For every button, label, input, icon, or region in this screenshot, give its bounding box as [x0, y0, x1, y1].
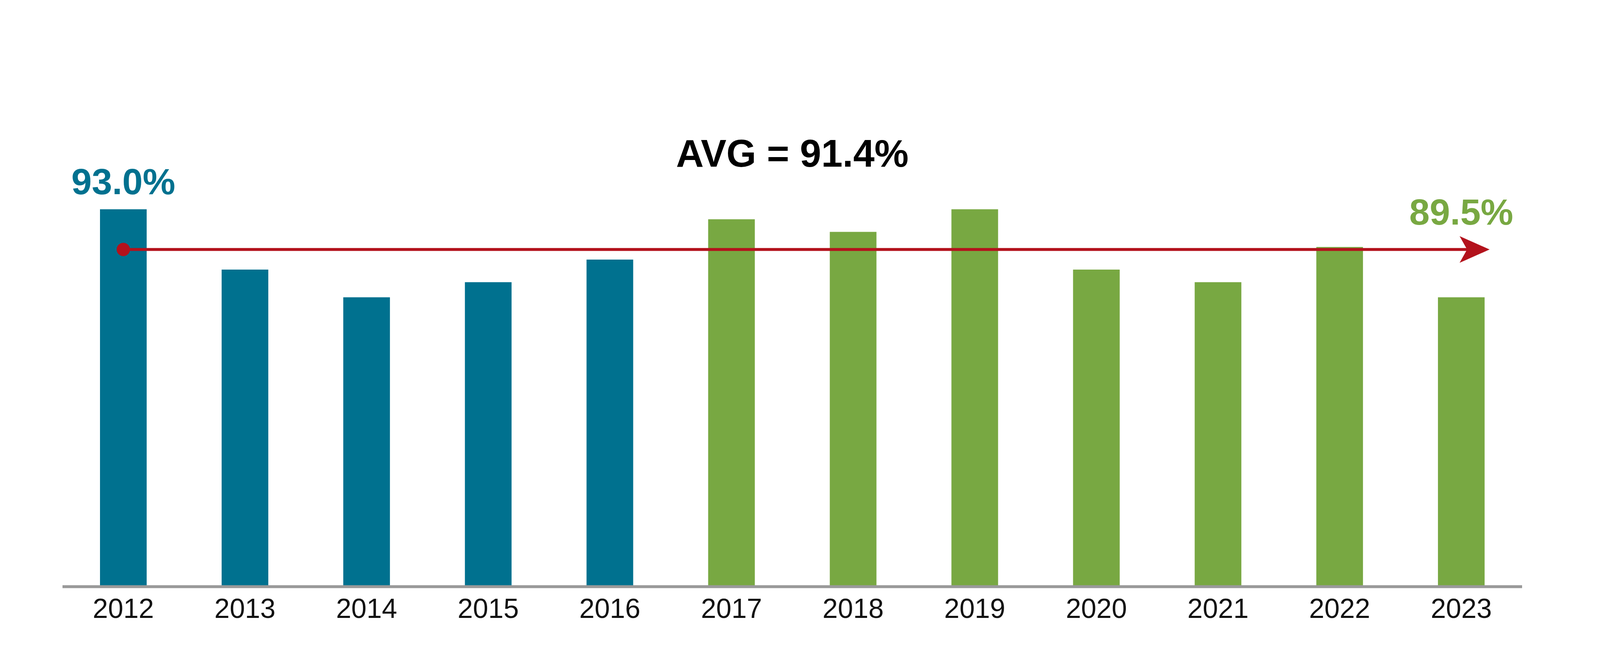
svg-text:2018: 2018 — [822, 592, 884, 624]
svg-text:2019: 2019 — [944, 592, 1006, 624]
svg-text:2014: 2014 — [335, 592, 398, 624]
svg-text:93.0%: 93.0% — [71, 160, 176, 203]
svg-text:2013: 2013 — [214, 592, 276, 624]
svg-text:2022: 2022 — [1309, 592, 1371, 624]
svg-text:2017: 2017 — [700, 592, 763, 624]
svg-text:2015: 2015 — [457, 592, 519, 624]
svg-text:2012: 2012 — [92, 592, 155, 624]
html-text:AVG = 91.4%: AVG = 91.4% — [676, 132, 909, 175]
svg-text:2016: 2016 — [579, 592, 641, 624]
svg-text:2021: 2021 — [1187, 592, 1249, 624]
svg-text:2023: 2023 — [1430, 592, 1493, 624]
svg-text:2020: 2020 — [1065, 592, 1128, 624]
svg-text:89.5%: 89.5% — [1409, 191, 1514, 233]
